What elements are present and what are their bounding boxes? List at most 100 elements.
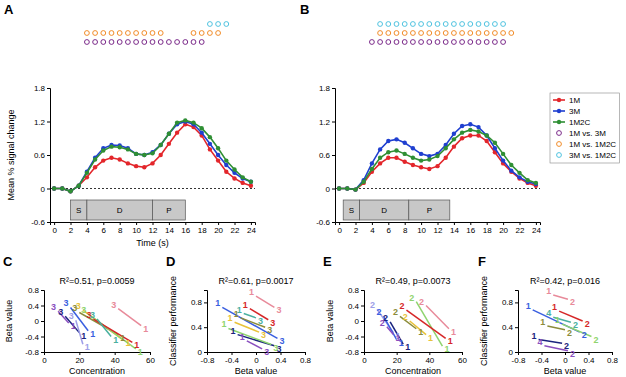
series-marker — [224, 158, 228, 162]
significance-marker — [386, 40, 391, 45]
condition-label: 1 — [555, 315, 560, 325]
panel-label: D — [166, 254, 175, 269]
series-marker — [509, 163, 513, 167]
x-axis-tick-mark — [565, 352, 566, 355]
significance-marker — [452, 31, 457, 36]
series-marker — [452, 132, 456, 136]
significance-marker — [493, 40, 498, 45]
x-axis-tick-mark — [103, 222, 104, 225]
y-axis-tick-label: 0 — [326, 185, 331, 194]
y-axis-tick: 0.4 — [348, 302, 364, 311]
x-axis-tick-mark — [589, 352, 590, 355]
series-line — [406, 310, 445, 338]
x-axis-tick-mark — [470, 222, 471, 225]
x-axis-tick: 0 — [563, 352, 568, 365]
x-axis-tick: 8 — [118, 222, 123, 235]
condition-label: 1 — [526, 301, 531, 311]
x-axis-tick-mark — [339, 222, 340, 225]
x-axis-tick: 10 — [417, 222, 426, 235]
y-axis-tick-mark — [361, 352, 364, 353]
condition-label: 1 — [134, 340, 139, 350]
x-axis: 024681012141618202224 — [336, 222, 542, 235]
y-axis-tick-label: -0.8 — [345, 348, 359, 357]
series-marker — [468, 122, 472, 126]
condition-label: 1 — [113, 335, 118, 345]
significance-marker — [402, 31, 407, 36]
series-marker — [485, 139, 489, 143]
x-axis-tick: 22 — [516, 222, 525, 235]
phase-box — [343, 200, 359, 220]
series-marker — [77, 184, 81, 188]
series-marker — [485, 133, 489, 137]
significance-marker — [460, 31, 465, 36]
series-marker — [77, 184, 81, 188]
condition-label: 1 — [71, 321, 76, 331]
y-axis-tick: -0.4 — [345, 333, 364, 342]
y-axis: 00.40.8 — [502, 291, 519, 358]
plot-area — [222, 296, 277, 349]
x-axis-tick-mark — [612, 352, 613, 355]
y-axis-tick-mark — [361, 321, 364, 322]
x-axis-title: Beta value — [544, 366, 587, 376]
x-axis-tick-label: 10 — [132, 226, 141, 235]
x-axis-tick: 18 — [198, 222, 207, 235]
x-axis-tick: 2 — [354, 222, 359, 235]
x-axis-tick-label: 0.8 — [607, 356, 619, 365]
y-axis-tick: 0.8 — [191, 298, 207, 307]
x-axis-tick-label: 24 — [247, 226, 256, 235]
y-axis-tick-label: 0.6 — [34, 151, 46, 160]
y-axis-tick: -0.6 — [31, 218, 50, 227]
series-marker — [101, 148, 105, 152]
series-marker — [142, 165, 146, 169]
series-marker — [394, 156, 398, 160]
series-marker — [476, 133, 480, 137]
significance-marker — [158, 40, 163, 45]
x-axis-line — [208, 353, 306, 356]
significance-marker — [378, 40, 383, 45]
series-marker — [175, 120, 179, 124]
series-marker — [526, 178, 530, 182]
x-axis-tick-mark — [185, 222, 186, 225]
series-marker — [208, 142, 212, 146]
y-axis-tick-mark — [361, 337, 364, 338]
significance-marker — [216, 31, 221, 36]
y-axis-tick-label: -0.6 — [316, 218, 330, 227]
x-axis-tick-mark — [251, 222, 252, 225]
reference-line — [50, 188, 255, 189]
y-axis-tick-mark — [41, 321, 44, 322]
condition-label: 1 — [540, 317, 545, 327]
series-marker — [476, 125, 480, 129]
x-axis-tick-mark — [79, 352, 80, 355]
series-line — [547, 326, 565, 330]
reference-line — [335, 188, 540, 189]
statistics-annotation: R²=0.61, p=0.0017 — [218, 276, 293, 286]
series-marker — [52, 186, 56, 190]
series-marker — [208, 147, 212, 151]
x-axis-tick: 22 — [231, 222, 240, 235]
x-axis-tick-mark — [429, 352, 430, 355]
significance-marker — [134, 40, 139, 45]
series-marker — [150, 151, 154, 155]
series-marker — [345, 186, 349, 190]
legend-box — [550, 93, 619, 163]
phase-label: S — [349, 206, 354, 215]
y-axis-tick-mark — [47, 122, 50, 123]
condition-label: 1 — [405, 342, 410, 352]
x-axis-tick: 0.8 — [607, 352, 619, 365]
y-axis-tick: -0.8 — [25, 348, 44, 357]
x-axis-tick-label: 18 — [198, 226, 207, 235]
significance-marker — [460, 22, 465, 27]
series-marker — [517, 171, 521, 175]
x-axis-tick-mark — [153, 222, 154, 225]
x-axis-tick: 14 — [165, 222, 174, 235]
series-line — [54, 122, 251, 192]
significance-marker — [501, 40, 506, 45]
condition-label: 1 — [143, 324, 148, 334]
x-axis-tick-mark — [503, 222, 504, 225]
series-marker — [60, 186, 64, 190]
x-axis-tick-label: 0 — [337, 226, 342, 235]
x-axis-tick: 40 — [425, 352, 434, 365]
series-marker — [224, 163, 228, 167]
condition-label: 1 — [240, 332, 245, 342]
y-axis: -0.600.61.21.8 — [316, 84, 335, 227]
